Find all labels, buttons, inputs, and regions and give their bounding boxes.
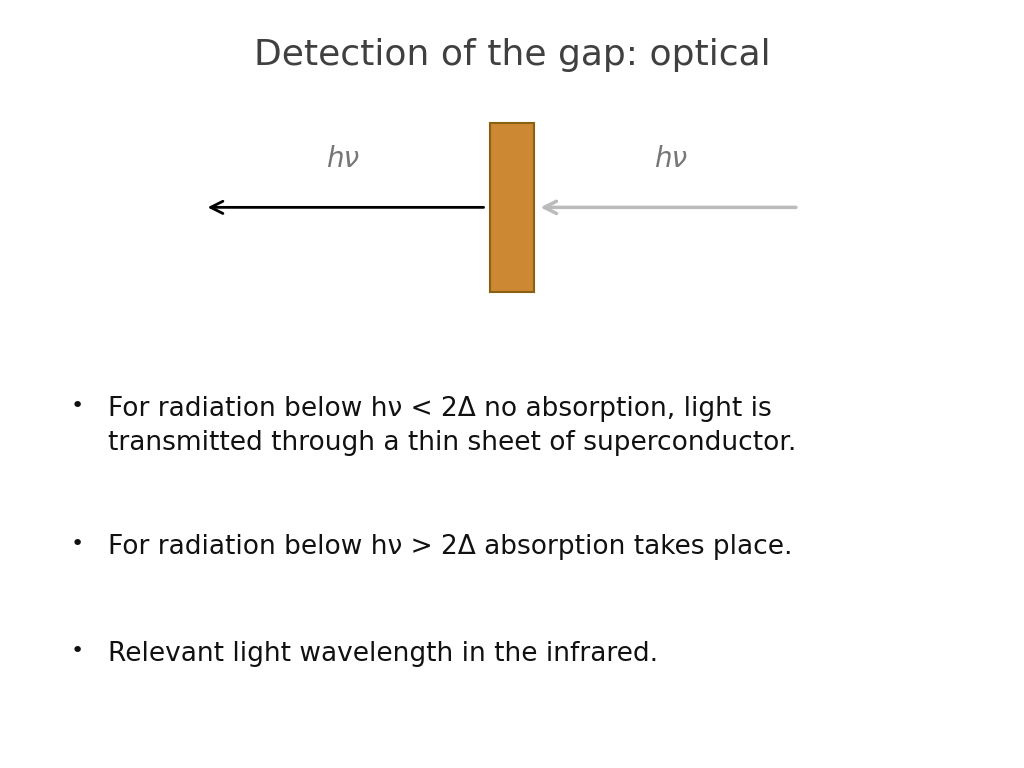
Text: •: • bbox=[71, 396, 83, 415]
Text: For radiation below hν < 2Δ no absorption, light is
transmitted through a thin s: For radiation below hν < 2Δ no absorptio… bbox=[108, 396, 796, 455]
Text: hν: hν bbox=[654, 145, 687, 173]
Text: Relevant light wavelength in the infrared.: Relevant light wavelength in the infrare… bbox=[108, 641, 657, 667]
Text: •: • bbox=[71, 641, 83, 661]
Text: •: • bbox=[71, 534, 83, 554]
Text: Detection of the gap: optical: Detection of the gap: optical bbox=[254, 38, 770, 72]
Bar bbox=[490, 123, 534, 292]
Text: For radiation below hν > 2Δ absorption takes place.: For radiation below hν > 2Δ absorption t… bbox=[108, 534, 792, 560]
Text: hν: hν bbox=[327, 145, 359, 173]
